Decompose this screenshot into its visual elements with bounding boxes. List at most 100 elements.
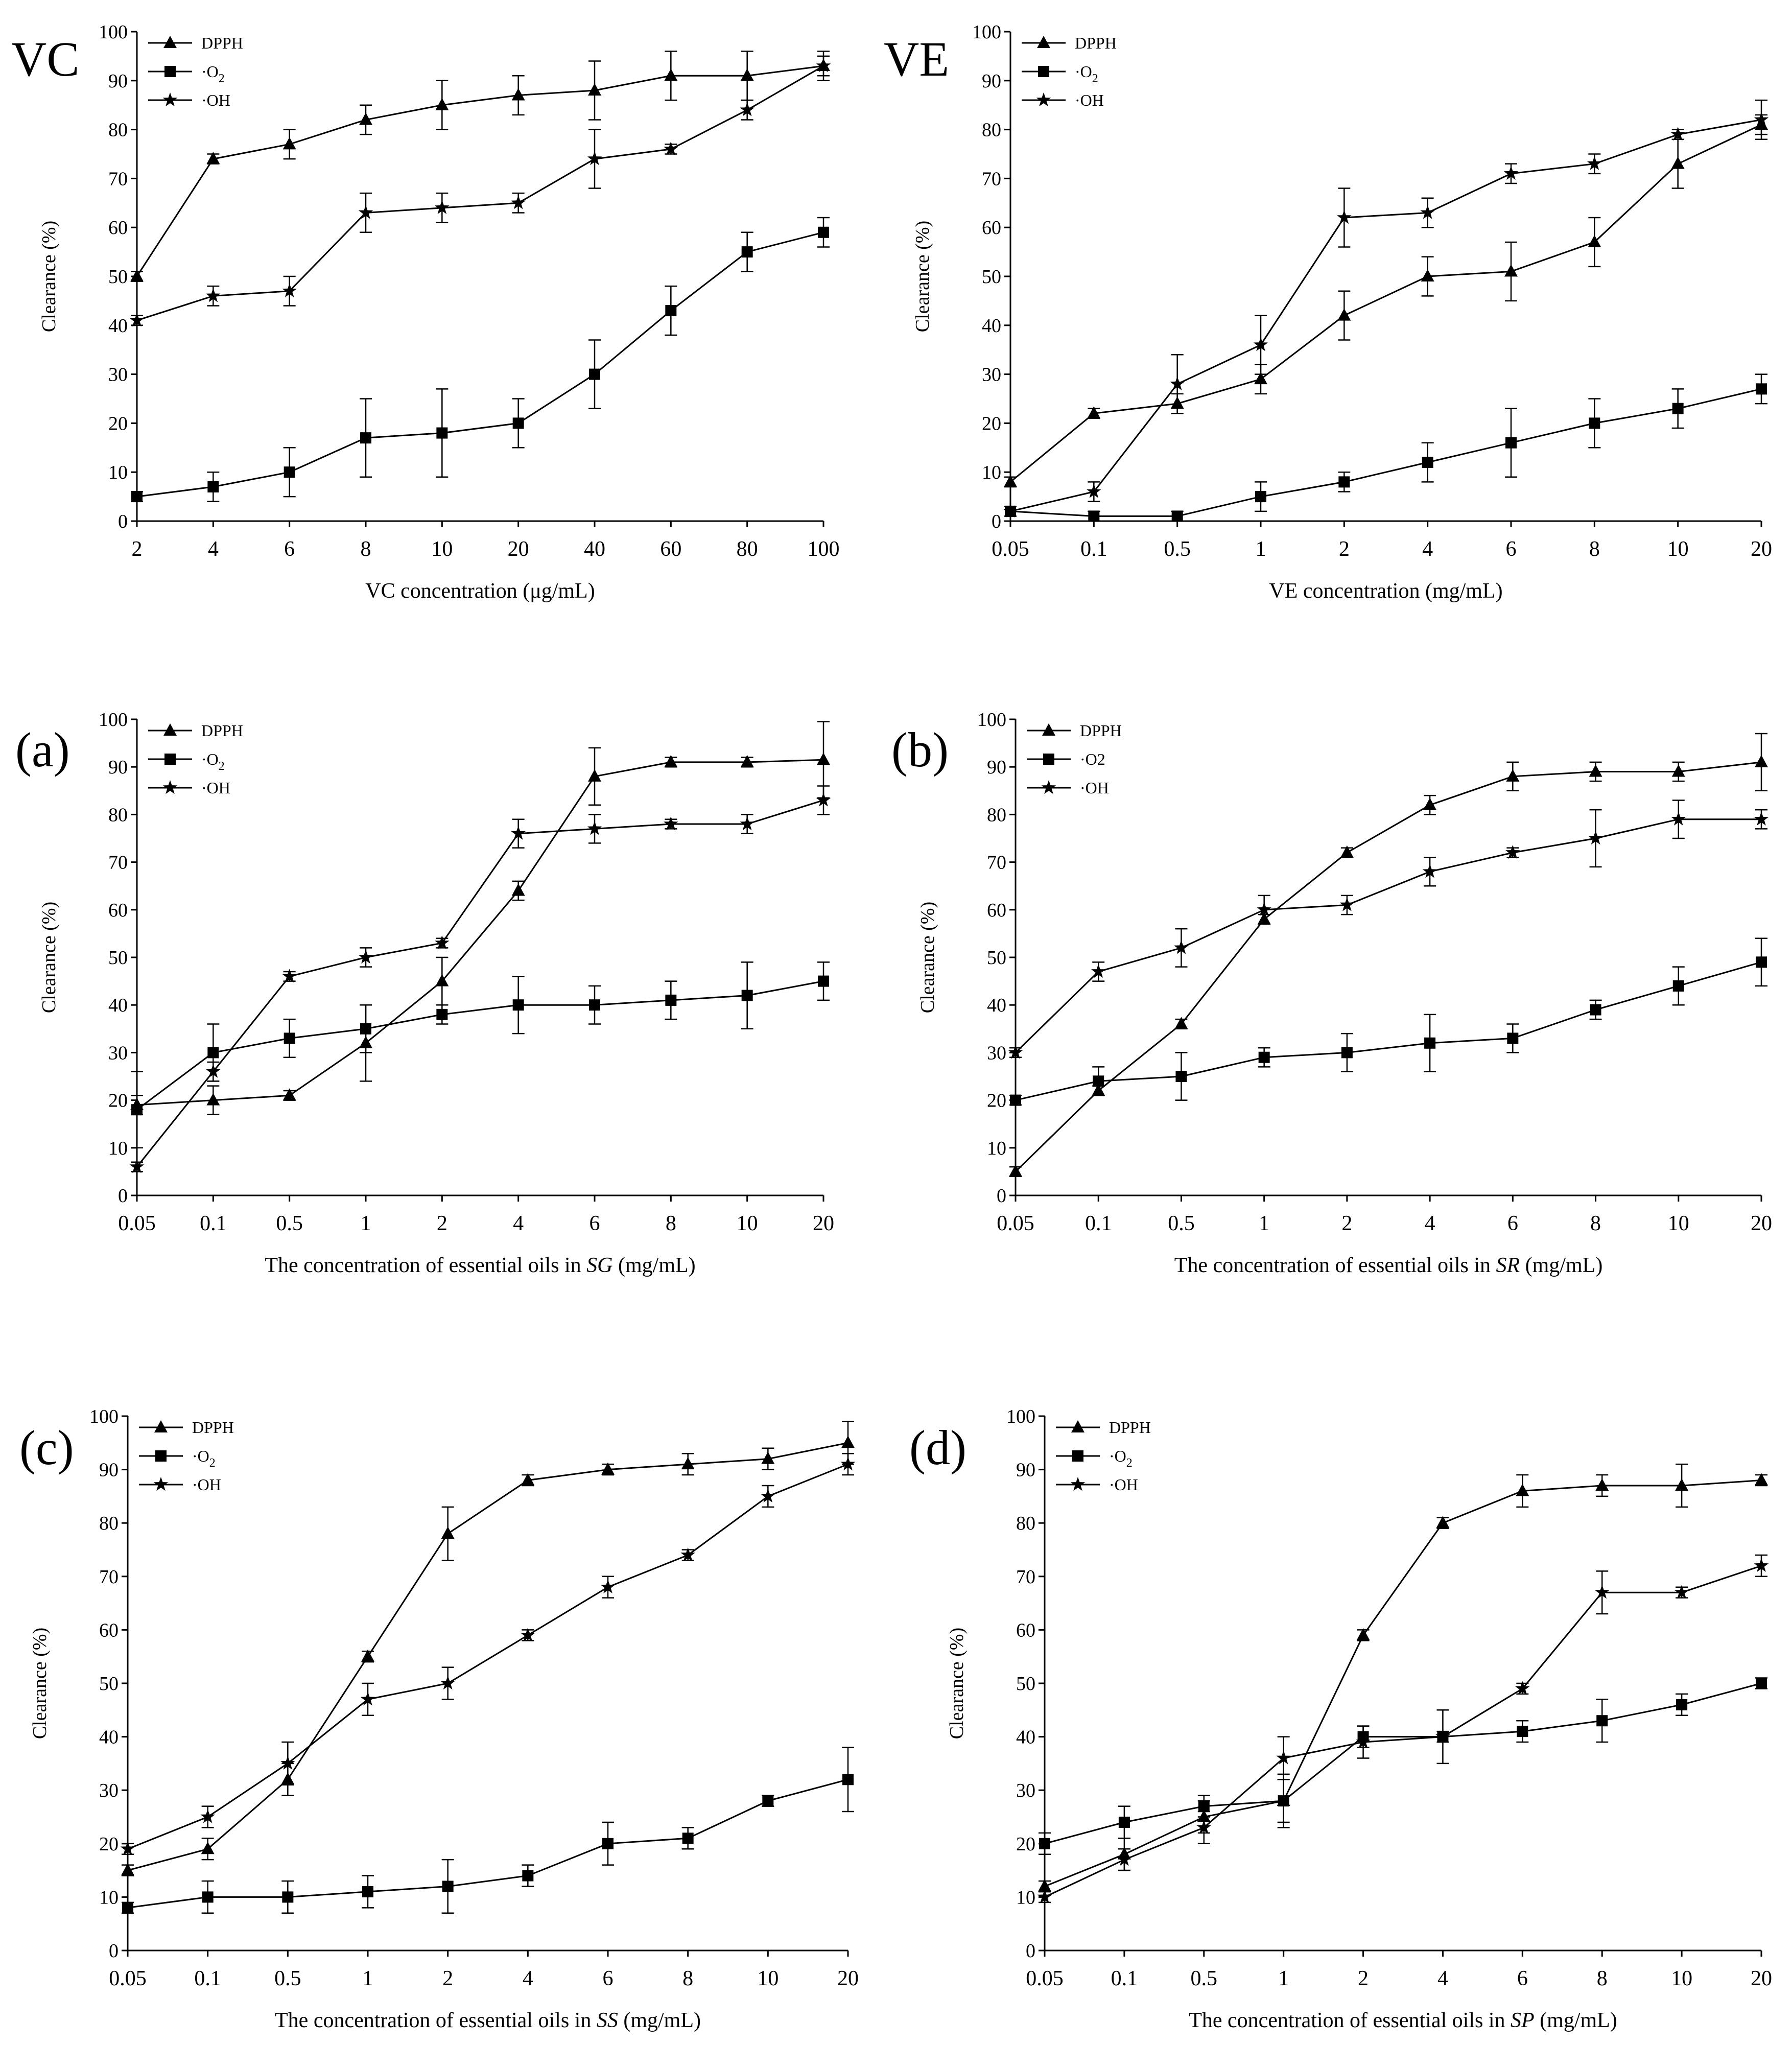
data-point (1588, 831, 1603, 845)
x-tick-label: 20 (508, 537, 529, 561)
data-point (1503, 166, 1519, 180)
series-square (131, 961, 830, 1149)
data-point (1091, 964, 1106, 978)
data-point (358, 950, 373, 964)
legend-label: ·O2 (1080, 750, 1105, 768)
x-tick-label: 1 (361, 1212, 371, 1235)
data-point (207, 481, 219, 492)
y-tick-label: 80 (99, 1513, 119, 1534)
x-tick-label: 10 (1667, 537, 1689, 561)
data-point (1118, 1816, 1130, 1828)
data-point (1754, 811, 1769, 826)
data-point (1675, 1478, 1689, 1491)
series-star (129, 51, 831, 327)
data-point (761, 1451, 775, 1464)
series-star (1003, 99, 1769, 518)
x-axis-title: The concentration of essential oils in S… (275, 2009, 701, 2032)
y-tick-label: 0 (109, 1940, 119, 1962)
x-axis-title: The concentration of essential oils in S… (1189, 2009, 1617, 2032)
y-tick-label: 100 (977, 709, 1006, 731)
x-tick-label: 20 (1751, 1967, 1772, 1990)
data-point (841, 1436, 855, 1448)
y-axis-title: Clearance (%) (38, 221, 60, 332)
y-tick-label: 0 (1026, 1940, 1035, 1962)
series-line (1044, 1565, 1762, 1898)
data-point (740, 755, 754, 767)
data-point (511, 88, 525, 101)
data-point (120, 1841, 135, 1855)
legend: DPPH ·O2 ·OH (1022, 34, 1117, 109)
series-line (136, 65, 824, 277)
x-tick-label: 4 (1425, 1212, 1435, 1235)
data-point (206, 1064, 221, 1078)
series-triangle (121, 1421, 855, 1876)
legend-marker (1043, 754, 1054, 765)
data-point (201, 1842, 215, 1854)
y-tick-label: 50 (108, 266, 128, 288)
data-point (361, 1649, 374, 1662)
y-tick-label: 80 (1016, 1513, 1035, 1534)
y-tick-label: 80 (108, 804, 128, 826)
y-tick-label: 20 (99, 1834, 119, 1855)
data-point (435, 935, 450, 950)
data-point (1337, 308, 1351, 321)
legend-marker (154, 1420, 168, 1432)
data-point (1009, 1164, 1022, 1177)
data-point (1356, 1628, 1370, 1640)
series-line (127, 1778, 848, 1909)
data-point (522, 1870, 534, 1882)
data-point (1255, 491, 1266, 503)
legend-marker (164, 754, 176, 765)
y-axis-title: Clearance (%) (917, 902, 938, 1013)
y-tick-label: 0 (992, 511, 1001, 532)
data-point (512, 999, 524, 1011)
y-tick-label: 50 (99, 1673, 119, 1695)
data-point (436, 1008, 448, 1020)
data-point (280, 1755, 295, 1770)
data-point (435, 200, 450, 214)
x-tick-label: 4 (1437, 1967, 1448, 1990)
data-point (1756, 1678, 1767, 1689)
x-tick-label: 6 (1507, 1212, 1518, 1235)
legend-label: ·OH (201, 779, 230, 797)
x-tick-label: 6 (1506, 537, 1517, 561)
y-tick-label: 50 (987, 947, 1006, 969)
panel-label: VC (11, 32, 79, 86)
data-point (664, 68, 678, 81)
data-point (1587, 156, 1602, 170)
legend-label: DPPH (1109, 1418, 1151, 1437)
series-line (1044, 1682, 1762, 1845)
data-point (1003, 503, 1018, 518)
legend-label: ·O2 (1109, 1447, 1133, 1470)
data-point (664, 141, 678, 156)
legend-label: ·O2 (1075, 62, 1098, 85)
y-axis-title: Clearance (%) (29, 1628, 51, 1739)
data-point (1198, 1800, 1210, 1812)
x-tick-label: 0.1 (194, 1967, 221, 1990)
y-tick-label: 30 (108, 364, 128, 386)
x-tick-label: 4 (208, 537, 219, 561)
data-point (816, 792, 831, 807)
y-tick-label: 70 (108, 852, 128, 874)
legend-label: ·O2 (201, 750, 225, 773)
data-point (511, 195, 526, 209)
y-tick-label: 60 (1016, 1619, 1035, 1641)
y-tick-label: 60 (108, 900, 128, 921)
data-point (521, 1627, 535, 1641)
x-tick-label: 0.1 (1111, 1967, 1138, 1990)
y-tick-label: 10 (99, 1887, 119, 1908)
x-tick-label: 100 (808, 537, 840, 561)
data-point (602, 1838, 614, 1849)
data-point (1516, 1484, 1529, 1496)
x-axis-title: The concentration of essential oils in S… (1174, 1254, 1603, 1277)
data-point (817, 753, 830, 765)
x-axis-title: VC concentration (μg/mL) (365, 579, 595, 603)
y-tick-label: 40 (108, 315, 128, 337)
data-point (1010, 1094, 1021, 1106)
data-point (202, 1891, 214, 1903)
data-point (1117, 1852, 1132, 1866)
data-point (1436, 1516, 1450, 1529)
series-line (1044, 1479, 1762, 1887)
series-square (131, 217, 830, 503)
